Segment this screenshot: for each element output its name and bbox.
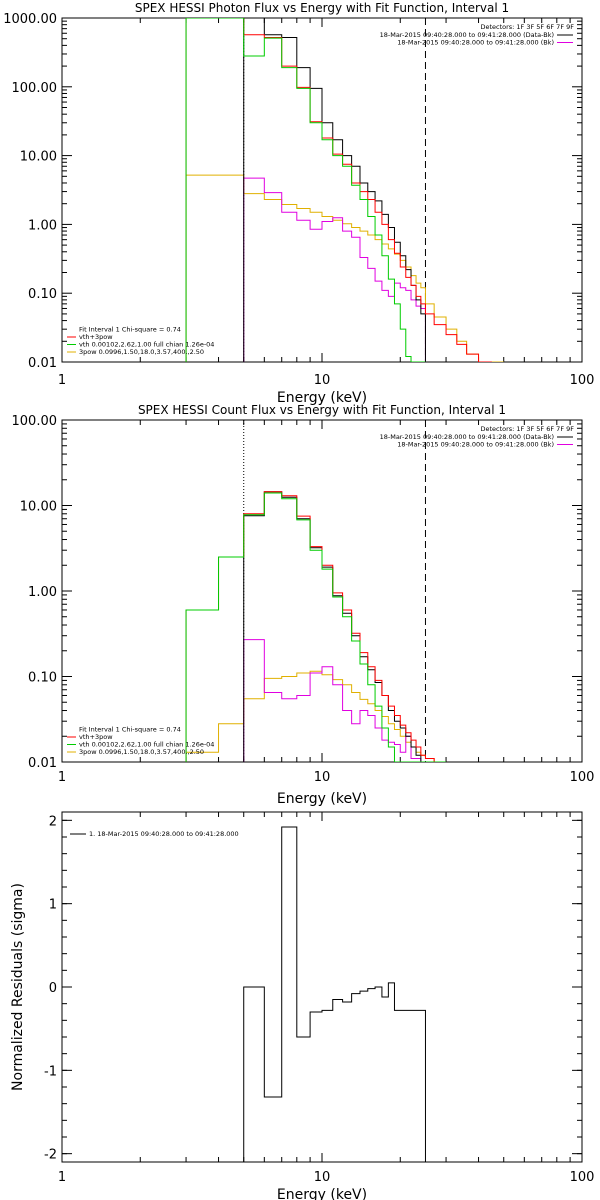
y-axis-label: Normalized Residuals (sigma) — [10, 883, 26, 1091]
legend-right-entry: 18-Mar-2015 09:40:28.000 to 09:41:28.000… — [397, 441, 554, 449]
x-tick-label: 10 — [314, 373, 331, 388]
y-tick-label: 2 — [49, 814, 57, 829]
detectors-label: Detectors: 1F 3F 5F 6F 7F 9F — [480, 23, 574, 31]
legend-left-entry: vth 0.00102,2.62,1.00 full chian 1.26e-0… — [79, 341, 214, 349]
x-tick-label: 100 — [570, 1170, 595, 1185]
x-tick-label: 100 — [570, 373, 595, 388]
chart-title: SPEX HESSI Photon Flux vs Energy with Fi… — [135, 1, 509, 15]
y-tick-label: 0.01 — [28, 356, 57, 371]
y-tick-label: 1.00 — [28, 218, 57, 233]
residuals-panel: 1 10 100 Energy (keV) -2 -1 0 1 2 Normalized Resi… — [10, 811, 595, 1200]
y-tick-label: 10.00 — [20, 500, 57, 515]
x-axis-label: Energy (keV) — [277, 1187, 367, 1200]
plot-frame — [61, 419, 583, 763]
y-tick-label: 0 — [49, 981, 57, 996]
x-axis-label: Energy (keV) — [277, 791, 367, 807]
legend-right-entry: 18-Mar-2015 09:40:28.000 to 09:41:28.000… — [380, 31, 554, 39]
photon-flux-panel: SPEX HESSI Photon Flux vs Energy with Fi… — [3, 1, 594, 406]
legend-left-entry: Fit Interval 1 Chi-square = 0.74 — [79, 726, 181, 734]
y-tick-label: 1.00 — [28, 585, 57, 600]
series-residuals-line — [243, 826, 426, 1162]
legend-left-entry: 1. 18-Mar-2015 09:40:28.000 to 09:41:28.… — [89, 830, 239, 838]
x-tick-label: 1 — [58, 373, 66, 388]
legend-left-entry: vth+3pow — [79, 733, 113, 741]
legend-left-entry: vth+3pow — [79, 333, 113, 341]
chart-title: SPEX HESSI Count Flux vs Energy with Fit… — [138, 403, 506, 417]
y-tick-label: 1000.00 — [3, 12, 57, 27]
y-tick-label: 0.10 — [28, 671, 57, 686]
y-tick-label: -2 — [44, 1148, 57, 1163]
plot-frame — [61, 811, 583, 1163]
y-tick-label: 0.10 — [28, 287, 57, 302]
series-bk-line — [243, 639, 426, 762]
x-axis-label: Energy (keV) — [277, 390, 367, 406]
series-data-bk-line — [243, 491, 426, 762]
series-bk-line — [243, 177, 426, 362]
series-data-bk-line — [243, 18, 426, 362]
y-tick-label: -1 — [44, 1064, 57, 1079]
legend-left-entry: vth 0.00102,2.62,1.00 full chian 1.26e-0… — [79, 741, 214, 749]
series-3pow-line — [185, 174, 504, 362]
legend-right-entry: 18-Mar-2015 09:40:28.000 to 09:41:28.000… — [380, 433, 554, 441]
plot-frame — [61, 17, 583, 363]
series-vth+3pow-line — [185, 18, 492, 362]
series-vth+3pow-line — [185, 491, 447, 762]
x-tick-label: 10 — [314, 770, 331, 785]
count-flux-panel: SPEX HESSI Count Flux vs Energy with Fit… — [12, 403, 595, 807]
series-vth-line — [185, 18, 426, 362]
x-tick-label: 1 — [58, 770, 66, 785]
x-tick-label: 1 — [58, 1170, 66, 1185]
detectors-label: Detectors: 1F 3F 5F 6F 7F 9F — [480, 425, 574, 433]
legend-left-entry: 3pow 0.0996,1.50,18.0,3.57,400.,2.50 — [79, 748, 204, 756]
x-tick-label: 100 — [570, 770, 595, 785]
y-tick-label: 0.01 — [28, 756, 57, 771]
y-tick-label: 10.00 — [20, 150, 57, 165]
legend-left-entry: 3pow 0.0996,1.50,18.0,3.57,400.,2.50 — [79, 348, 204, 356]
series-vth-line — [185, 492, 447, 762]
legend-left-entry: Fit Interval 1 Chi-square = 0.74 — [79, 326, 181, 334]
y-tick-label: 100.00 — [12, 414, 58, 429]
y-tick-label: 100.00 — [12, 81, 58, 96]
legend-right-entry: 18-Mar-2015 09:40:28.000 to 09:41:28.000… — [397, 39, 554, 47]
y-tick-label: 1 — [49, 898, 57, 913]
x-tick-label: 10 — [314, 1170, 331, 1185]
series-3pow-line — [185, 670, 447, 762]
